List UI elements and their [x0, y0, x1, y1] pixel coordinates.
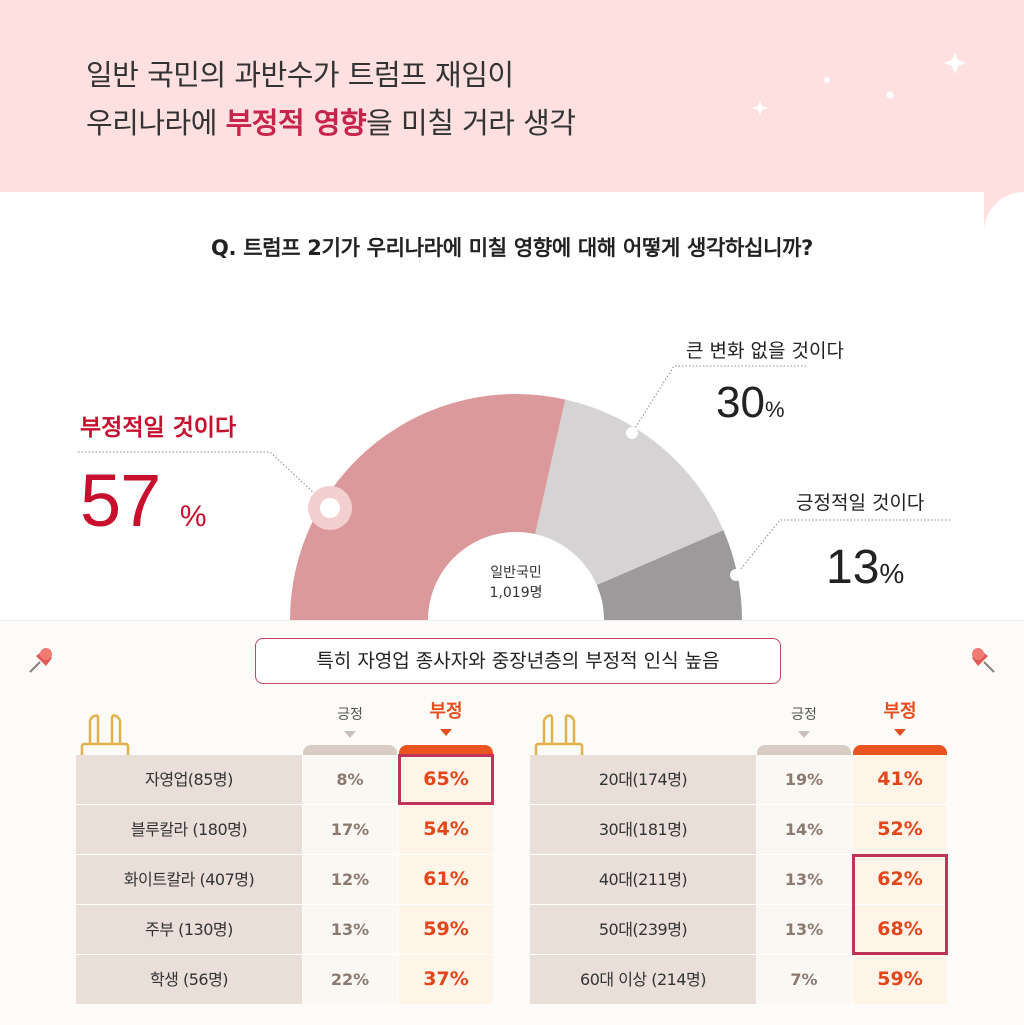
- chevron-down-icon: [440, 729, 452, 736]
- neutral-percent: 30%: [716, 378, 785, 427]
- neutral-label: 큰 변화 없을 것이다: [686, 340, 844, 362]
- center-line-2: 1,019명: [489, 585, 543, 601]
- table-cell-negative: 68%: [853, 905, 947, 954]
- table-cell-negative: 37%: [399, 955, 493, 1004]
- table-row-label: 주부 (130명): [76, 905, 302, 954]
- table-row-label: 자영업(85명): [76, 755, 302, 804]
- table-cell-negative: 65%: [399, 755, 493, 804]
- column-tab-negative: [399, 745, 493, 755]
- table-row-label: 50대(239명): [530, 905, 756, 954]
- headline-line-2: 우리나라에 부정적 영향을 미칠 거라 생각: [86, 106, 576, 140]
- column-tab-positive: [757, 745, 851, 755]
- header-banner: [0, 0, 1024, 192]
- table-row-label: 30대(181명): [530, 805, 756, 854]
- semi-donut-chart: [78, 365, 950, 620]
- table-cell-positive: 17%: [303, 805, 397, 854]
- headline-emphasis: 부정적 영향: [225, 106, 367, 140]
- table-cell-positive: 13%: [757, 855, 851, 904]
- table-cell-negative: 41%: [853, 755, 947, 804]
- leader-dot-2: [626, 427, 638, 439]
- donut-slice-2: [535, 399, 724, 586]
- table-row-label: 화이트칼라 (407명): [76, 855, 302, 904]
- section-subtitle: 특히 자영업 종사자와 중장년층의 부정적 인식 높음: [255, 638, 781, 684]
- table-cell-positive: 22%: [303, 955, 397, 1004]
- positive-percent: 13%: [826, 541, 905, 594]
- row-divider: [530, 854, 947, 855]
- highlight-box: [398, 754, 494, 805]
- sparkle-icon: [752, 52, 966, 116]
- table-row-label: 20대(174명): [530, 755, 756, 804]
- pushpin-icon: [29, 648, 52, 673]
- column-tab-positive: [303, 745, 397, 755]
- table-cell-positive: 14%: [757, 805, 851, 854]
- chevron-down-icon: [798, 731, 810, 738]
- table-cell-positive: 8%: [303, 755, 397, 804]
- negative-percent: 57 %: [80, 459, 207, 542]
- table-cell-positive: 7%: [757, 955, 851, 1004]
- table-cell-negative: 61%: [399, 855, 493, 904]
- table-cell-negative: 54%: [399, 805, 493, 854]
- table-row-label: 40대(211명): [530, 855, 756, 904]
- row-divider: [530, 804, 947, 805]
- table-row-label: 블루칼라 (180명): [76, 805, 302, 854]
- row-divider: [76, 804, 493, 805]
- leader-line-3: [735, 519, 950, 576]
- row-divider: [76, 854, 493, 855]
- table-cell-positive: 13%: [303, 905, 397, 954]
- row-divider: [76, 904, 493, 905]
- row-divider: [530, 954, 947, 955]
- negative-label: 부정적일 것이다: [80, 415, 237, 441]
- column-header-negative: 부정: [883, 701, 917, 722]
- headline-line-1: 일반 국민의 과반수가 트럼프 재임이: [86, 58, 514, 92]
- table-row-label: 60대 이상 (214명): [530, 955, 756, 1004]
- column-tab-negative: [853, 745, 947, 755]
- pushpin-icon: [972, 648, 995, 673]
- chevron-down-icon: [894, 729, 906, 736]
- positive-label: 긍정적일 것이다: [796, 492, 925, 514]
- center-line-1: 일반국민: [490, 565, 542, 581]
- column-header-positive: 긍정: [791, 707, 817, 723]
- highlight-box: [852, 854, 948, 955]
- donut-slice-1: [290, 394, 566, 620]
- column-header-positive: 긍정: [337, 707, 363, 723]
- table-cell-negative: 52%: [853, 805, 947, 854]
- table-row-label: 학생 (56명): [76, 955, 302, 1004]
- leader-dot-3: [730, 569, 742, 581]
- survey-question: Q. 트럼프 2기가 우리나라에 미칠 영향에 대해 어떻게 생각하십니까?: [210, 236, 814, 260]
- row-divider: [76, 954, 493, 955]
- table-cell-positive: 12%: [303, 855, 397, 904]
- card-corner: [984, 192, 1024, 272]
- chevron-down-icon: [344, 731, 356, 738]
- donut-center-label: 일반국민 1,019명: [470, 563, 562, 603]
- leader-dot-1: [320, 498, 340, 518]
- table-cell-negative: 62%: [853, 855, 947, 904]
- table-cell-positive: 19%: [757, 755, 851, 804]
- table-cell-negative: 59%: [399, 905, 493, 954]
- leader-line-1: [78, 451, 331, 509]
- table-cell-negative: 59%: [853, 955, 947, 1004]
- row-divider: [530, 904, 947, 905]
- column-header-negative: 부정: [429, 701, 463, 722]
- table-cell-positive: 13%: [757, 905, 851, 954]
- donut-slice-3: [596, 530, 742, 620]
